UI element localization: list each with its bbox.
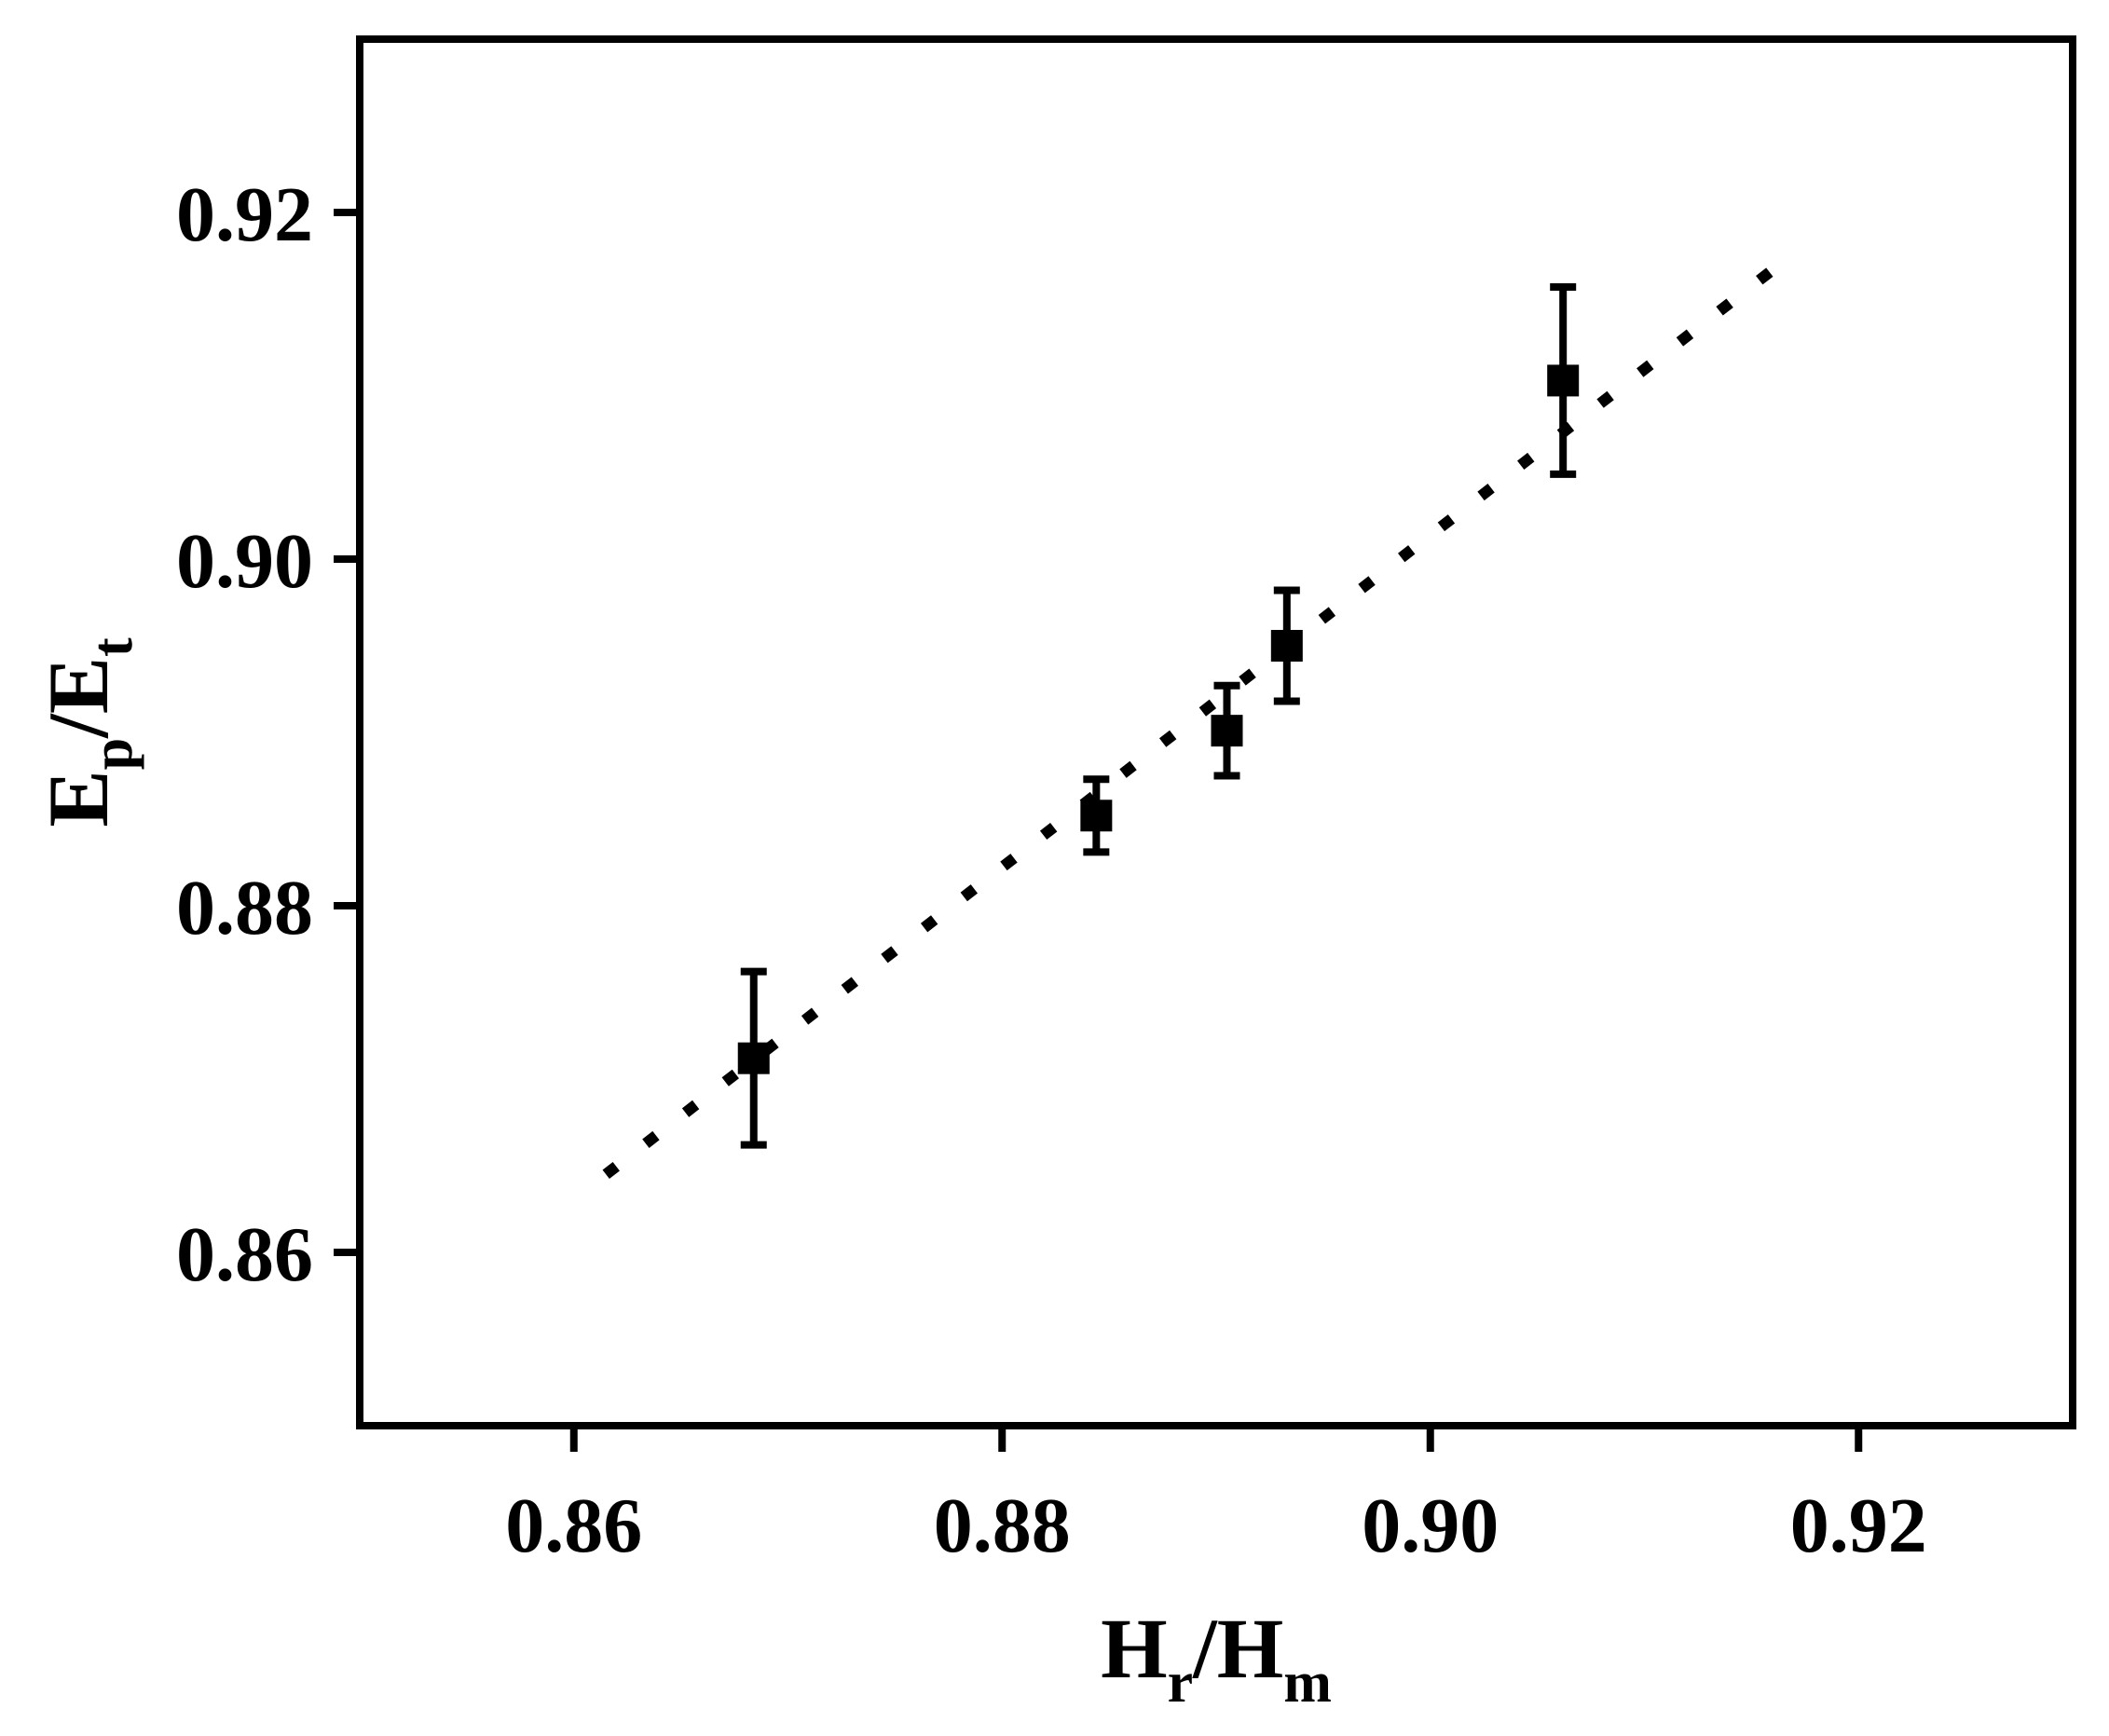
y-axis-title: Ep/Et [31, 637, 144, 827]
x-tick-label: 0.86 [505, 1483, 642, 1569]
x-axis-title-main: H [1101, 1601, 1168, 1696]
labels-layer: 0.86 0.88 0.90 0.920.860.880.900.92Hr/HmEp/… [31, 171, 1927, 1715]
square-marker [1211, 715, 1243, 747]
y-tick-label: 0.92 [176, 171, 313, 258]
y-tick-label: 0.90 [176, 518, 313, 605]
fit-line [602, 265, 1777, 1180]
fit-line-layer [602, 265, 1777, 1180]
data-point [1080, 775, 1113, 856]
x-tick-label: 0.88 [934, 1483, 1071, 1569]
data-point [1270, 586, 1303, 705]
x-axis-title-sep: /H [1192, 1601, 1283, 1696]
y-axis-title-sub2: t [81, 637, 144, 657]
y-tick-label: 0.88 [176, 865, 313, 951]
y-tick-label: 0.86 [176, 1211, 313, 1298]
data-point [1211, 681, 1243, 780]
square-marker [737, 1042, 770, 1074]
y-axis-title-sep: /E [31, 657, 126, 739]
y-axis-title-main: E [31, 770, 126, 827]
square-marker [1270, 630, 1303, 662]
x-axis-title-sub2: m [1283, 1651, 1332, 1715]
x-axis-title: Hr/Hm [1101, 1601, 1332, 1715]
data-point [737, 967, 770, 1149]
x-axis-title-sub: r [1168, 1651, 1194, 1715]
y-axis-title-sub: p [81, 738, 144, 770]
data-point [1547, 282, 1580, 478]
data-points-layer [737, 282, 1580, 1149]
square-marker [1547, 364, 1580, 397]
plot-frame [356, 35, 2076, 1429]
axes-layer [334, 35, 2076, 1452]
x-tick-label: 0.90 [1362, 1483, 1499, 1569]
x-tick-label: 0.92 [1790, 1483, 1927, 1569]
square-marker [1080, 800, 1113, 832]
